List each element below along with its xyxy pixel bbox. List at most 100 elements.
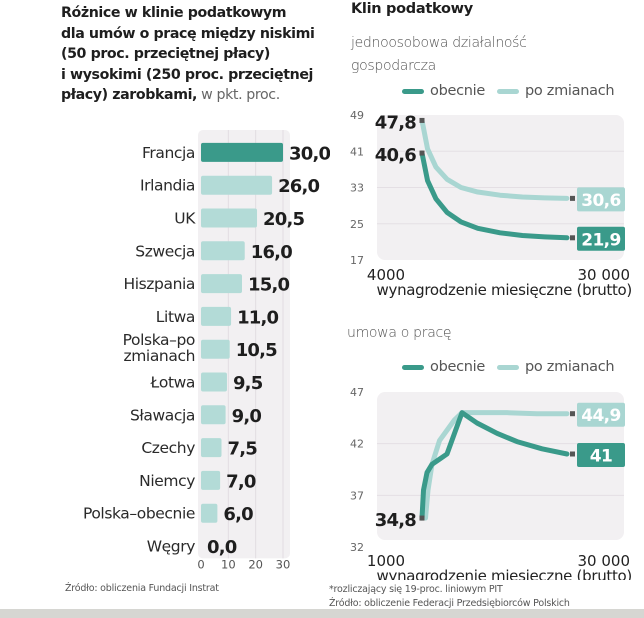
x-axis-label: wynagrodzenie miesięczne (brutto): [377, 281, 632, 299]
end-value-label-after: 30,6: [581, 191, 621, 211]
legend-label-current: obecnie: [430, 359, 486, 375]
bar-category-label-line: Polska–po: [123, 331, 195, 349]
x-tick-label: 30 000: [578, 266, 631, 284]
end-marker: [570, 235, 575, 241]
bar-category-label: Polska–obecnie: [83, 505, 195, 523]
line-chart-employment: 47 42 37 32 44,9 41 34,8 1000 30 000wynagrodzeni…: [350, 386, 632, 580]
chart1-legend: obecnie po zmianach: [402, 83, 626, 99]
y-tick-label: 41: [350, 145, 364, 158]
start-value-label-after: 47,8: [375, 112, 416, 133]
end-value-box-after: [577, 187, 625, 212]
bar-category-label: Hiszpania: [123, 275, 195, 293]
bar-category-label: Niemcy: [139, 472, 195, 490]
bar: [201, 306, 232, 326]
y-tick-label: 42: [350, 438, 364, 451]
legend-label-after: po zmianach: [525, 83, 615, 99]
bar-category-label-line: zmianach: [123, 347, 195, 365]
right-source: Źródło: obliczenie Federacji Przedsiębio…: [329, 598, 570, 609]
left-title-line: i wysokimi (250 proc. przeciętnej: [61, 66, 314, 83]
start-value-label-current: 40,6: [375, 145, 416, 166]
end-value-label-current: 41: [590, 447, 612, 467]
bar-category-label: Szwecja: [135, 242, 195, 260]
bar: [201, 339, 230, 359]
series-line-current: [419, 150, 570, 241]
bar-category-label: Czechy: [141, 439, 195, 457]
y-tick-label: 37: [350, 489, 364, 502]
plot-area: [377, 392, 624, 540]
series-line-after: [423, 410, 570, 521]
bar-value-label: 9,0: [232, 406, 262, 427]
left-title-line: dla umów o pracę między niskimi: [61, 25, 315, 42]
x-axis-label: wynagrodzenie miesięczne (brutto): [377, 567, 632, 580]
bar-value-label: 9,5: [233, 373, 263, 394]
chart1-subtitle: jednoosobowa działalność gospodarcza: [351, 32, 527, 78]
left-title-line: płacy) zarobkami, w pkt. proc.: [61, 85, 331, 106]
left-title-line: (50 proc. przeciętnej płacy): [61, 46, 270, 62]
end-value-box-after: [577, 402, 625, 427]
legend-item-after: po zmianach: [497, 83, 615, 99]
bar-x-tick-label: 0: [197, 557, 204, 571]
bar-value-label: 0,0: [207, 537, 237, 558]
y-tick-label: 25: [350, 218, 364, 231]
legend-swatch-current: [402, 364, 424, 370]
start-marker: [419, 515, 425, 521]
bar: [201, 470, 221, 490]
bar-category-label: Irlandia: [140, 177, 195, 195]
right-footnote: *rozliczający się 19-proc. liniowym PIT: [329, 584, 503, 595]
left-title-last: płacy) zarobkami,: [61, 87, 198, 103]
bar-value-label: 10,5: [236, 340, 277, 361]
y-tick-label: 17: [350, 254, 364, 267]
legend-item-current: obecnie: [402, 359, 485, 375]
legend-swatch-current: [402, 88, 424, 94]
y-tick-label: 47: [350, 386, 364, 399]
left-chart-title: Różnice w klinie podatkowym dla umów o p…: [61, 3, 331, 106]
end-value-label-after: 44,9: [581, 406, 621, 426]
bar-value-label: 15,0: [248, 275, 289, 296]
bar-category-label: Sławacja: [130, 406, 195, 424]
bar: [201, 142, 283, 162]
start-marker: [419, 150, 425, 156]
left-source: Źródło: obliczenia Fundacji Instrat: [65, 583, 219, 594]
right-chart-title: Klin podatkowy: [351, 1, 473, 17]
bar-value-label: 6,0: [223, 504, 253, 525]
left-title-unit: w pkt. proc.: [197, 87, 280, 103]
legend-label-current: obecnie: [430, 83, 486, 99]
bar-chart: Francja 30,0 Irlandia 26,0 UK 20,5 Szwecja 16,0…: [83, 130, 330, 571]
x-tick-label: 30 000: [578, 552, 631, 570]
bar-category-label: Polska–po zmianach: [123, 331, 195, 365]
bar-value-label: 11,0: [237, 307, 278, 328]
y-tick-label: 49: [350, 109, 364, 122]
legend-label-after: po zmianach: [525, 359, 615, 375]
end-marker: [570, 411, 575, 417]
start-value-label-current: 34,8: [375, 510, 416, 531]
series-line-current: [419, 410, 570, 521]
end-marker: [570, 451, 575, 457]
bar-value-label: 30,0: [289, 143, 330, 164]
legend-swatch-after: [497, 364, 520, 370]
bar-value-label: 7,5: [228, 439, 258, 460]
bar: [201, 241, 245, 261]
x-tick-label: 4000: [367, 266, 405, 284]
end-value-box-current: [577, 443, 625, 467]
left-title-line: Różnice w klinie podatkowym: [61, 5, 287, 21]
x-tick-label: 1000: [367, 552, 405, 570]
bar-x-tick-label: 10: [221, 557, 236, 571]
bar-value-label: 7,0: [226, 471, 256, 492]
bar: [201, 208, 258, 228]
bar-category-label: UK: [174, 210, 196, 228]
bar-value-label: 16,0: [251, 242, 292, 263]
end-value-box-current: [577, 226, 625, 251]
end-value-label-current: 21,9: [581, 230, 621, 250]
bar-x-tick-label: 30: [276, 557, 291, 571]
bottom-strip: [0, 609, 644, 618]
legend-swatch-after: [497, 88, 520, 94]
chart1-subtitle-line: gospodarcza: [351, 58, 436, 74]
end-marker: [570, 195, 575, 201]
legend-item-current: obecnie: [402, 83, 485, 99]
bar: [201, 503, 218, 523]
bar-category-label: Łotwa: [150, 374, 195, 392]
bar-value-label: 20,5: [263, 209, 304, 230]
bar: [201, 175, 273, 195]
chart2-legend: obecnie po zmianach: [402, 359, 626, 375]
start-marker: [419, 117, 425, 123]
